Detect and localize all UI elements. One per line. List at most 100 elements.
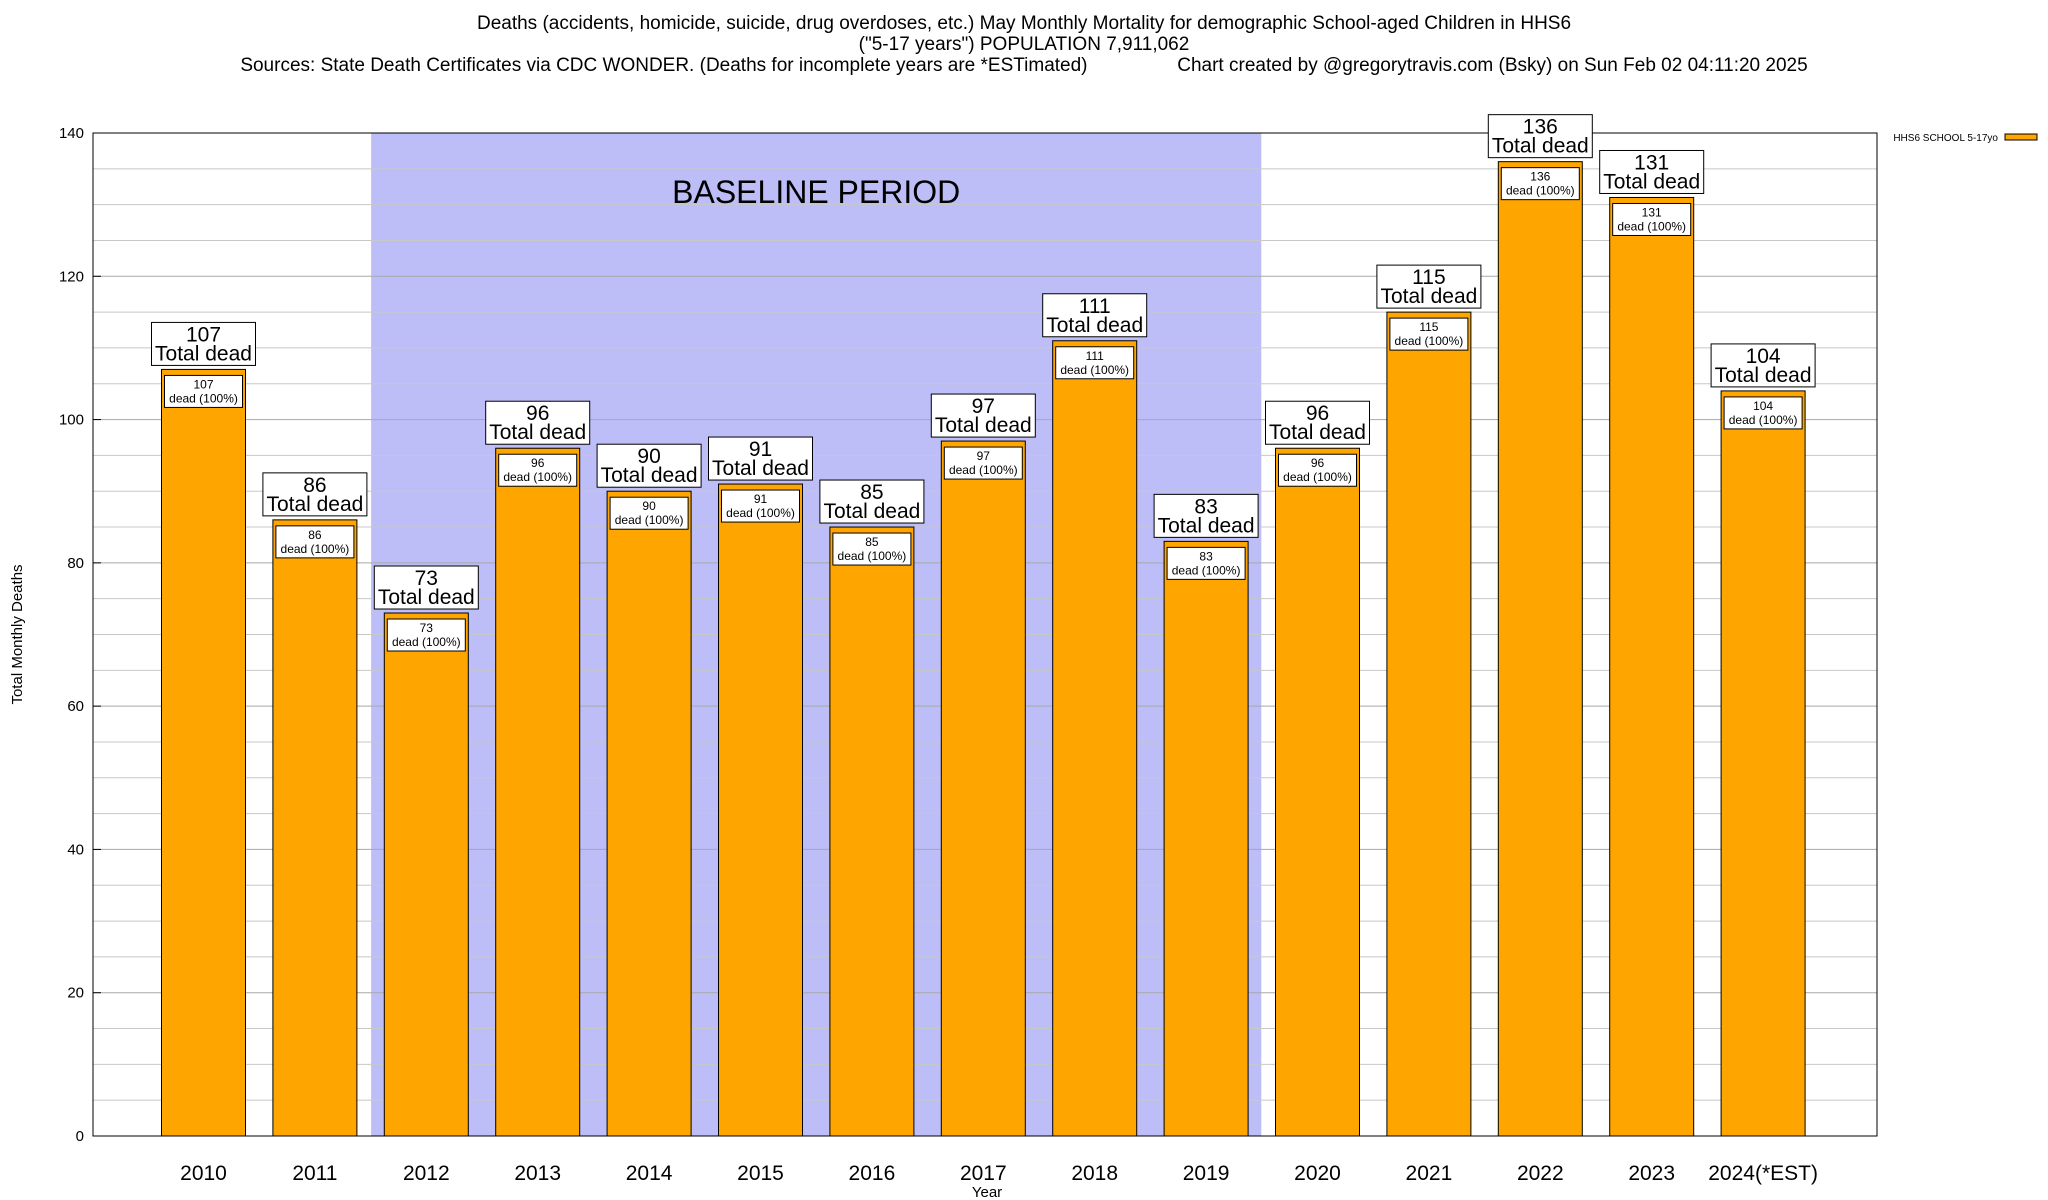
inner-label-box (1278, 453, 1357, 487)
total-dead-label: Total dead (1046, 314, 1143, 337)
total-value-label: 111 (1079, 295, 1111, 318)
inner-percent-label: dead (100%) (949, 463, 1018, 477)
x-tick-label: 2019 (1183, 1162, 1230, 1185)
total-label-box (1042, 293, 1148, 338)
total-value-label: 86 (303, 474, 326, 497)
inner-label-box (275, 525, 355, 559)
inner-value-label: 111 (1086, 349, 1105, 363)
inner-label-box (386, 618, 466, 652)
x-tick-label: 2012 (403, 1162, 450, 1185)
inner-percent-label: dead (100%) (281, 542, 350, 556)
legend-swatch (2004, 133, 2038, 141)
y-axis-title: Total Monthly Deaths (9, 564, 26, 704)
bar (272, 519, 358, 1137)
x-tick-label: 2024(*EST) (1708, 1162, 1818, 1185)
total-value-label: 85 (860, 481, 883, 504)
inner-value-label: 90 (642, 499, 656, 513)
inner-value-label: 115 (1419, 320, 1438, 334)
bar (718, 483, 803, 1137)
inner-label-box (1723, 396, 1803, 430)
bar (1386, 311, 1472, 1137)
inner-percent-label: dead (100%) (615, 513, 684, 527)
inner-value-label: 97 (977, 449, 991, 463)
bar (161, 368, 246, 1137)
inner-percent-label: dead (100%) (1617, 219, 1686, 233)
y-tick-label: 100 (59, 412, 84, 429)
total-label-box (819, 479, 925, 524)
total-label-box (1599, 149, 1705, 194)
inner-value-label: 85 (865, 535, 879, 549)
total-label-box (1265, 400, 1370, 445)
total-dead-label: Total dead (1380, 285, 1477, 308)
total-dead-label: Total dead (378, 586, 475, 609)
inner-label-box (1612, 202, 1692, 236)
y-tick-label: 40 (67, 841, 84, 858)
inner-label-box (943, 446, 1023, 480)
title-line-3: Sources: State Death Certificates via CD… (240, 55, 1808, 76)
inner-value-label: 107 (193, 377, 213, 391)
total-dead-label: Total dead (823, 500, 920, 523)
inner-percent-label: dead (100%) (1172, 563, 1241, 577)
inner-label-box (721, 489, 800, 523)
x-tick-label: 2022 (1517, 1162, 1564, 1185)
total-value-label: 107 (186, 323, 221, 346)
x-tick-label: 2015 (737, 1162, 784, 1185)
chart-title: Deaths (accidents, homicide, suicide, dr… (0, 13, 2048, 76)
total-value-label: 136 (1523, 116, 1558, 139)
inner-value-label: 131 (1642, 205, 1662, 219)
bar (495, 447, 581, 1137)
inner-value-label: 136 (1530, 170, 1550, 184)
inner-percent-label: dead (100%) (1506, 184, 1575, 198)
total-dead-label: Total dead (601, 464, 698, 487)
inner-percent-label: dead (100%) (169, 391, 238, 405)
legend-label: HHS6 SCHOOL 5-17yo (1893, 133, 1998, 144)
baseline-label: BASELINE PERIOD (672, 174, 960, 210)
inner-percent-label: dead (100%) (726, 506, 795, 520)
x-tick-label: 2010 (180, 1162, 227, 1185)
inner-value-label: 91 (754, 492, 768, 506)
total-label-box (596, 443, 702, 488)
total-value-label: 90 (637, 445, 660, 468)
total-value-label: 97 (972, 395, 995, 418)
inner-label-box (832, 532, 912, 566)
inner-value-label: 96 (531, 456, 545, 470)
x-axis-title: Year (972, 1184, 1002, 1200)
total-dead-label: Total dead (155, 342, 252, 365)
inner-value-label: 83 (1199, 549, 1213, 563)
inner-percent-label: dead (100%) (503, 470, 572, 484)
x-tick-label: 2020 (1294, 1162, 1341, 1185)
inner-percent-label: dead (100%) (392, 635, 461, 649)
y-tick-label: 80 (67, 555, 84, 572)
inner-percent-label: dead (100%) (1395, 334, 1464, 348)
total-dead-label: Total dead (489, 421, 586, 444)
total-dead-label: Total dead (1158, 514, 1255, 537)
inner-percent-label: dead (100%) (1729, 413, 1798, 427)
total-dead-label: Total dead (712, 457, 809, 480)
inner-label-box (164, 374, 243, 408)
y-tick-label: 140 (59, 125, 84, 142)
title-line-1: Deaths (accidents, homicide, suicide, dr… (476, 13, 1572, 34)
title-line-2: ("5-17 years") POPULATION 7,911,062 (858, 34, 1190, 55)
bar (1163, 540, 1249, 1137)
total-label-box (1710, 343, 1816, 388)
total-value-label: 83 (1194, 495, 1217, 518)
x-tick-label: 2018 (1071, 1162, 1118, 1185)
inner-percent-label: dead (100%) (838, 549, 907, 563)
x-tick-label: 2017 (960, 1162, 1007, 1185)
total-dead-label: Total dead (935, 414, 1032, 437)
bar (1609, 196, 1695, 1137)
inner-label-box (609, 496, 689, 530)
bar (1052, 340, 1138, 1137)
inner-percent-label: dead (100%) (1060, 363, 1129, 377)
total-value-label: 96 (1306, 402, 1329, 425)
inner-value-label: 73 (420, 621, 434, 635)
x-tick-label: 2021 (1406, 1162, 1453, 1185)
x-tick-label: 2016 (849, 1162, 896, 1185)
inner-value-label: 104 (1753, 399, 1773, 413)
inner-label-box (498, 453, 578, 487)
total-label-box (1487, 114, 1593, 159)
total-dead-label: Total dead (1715, 364, 1812, 387)
bar (606, 490, 692, 1137)
